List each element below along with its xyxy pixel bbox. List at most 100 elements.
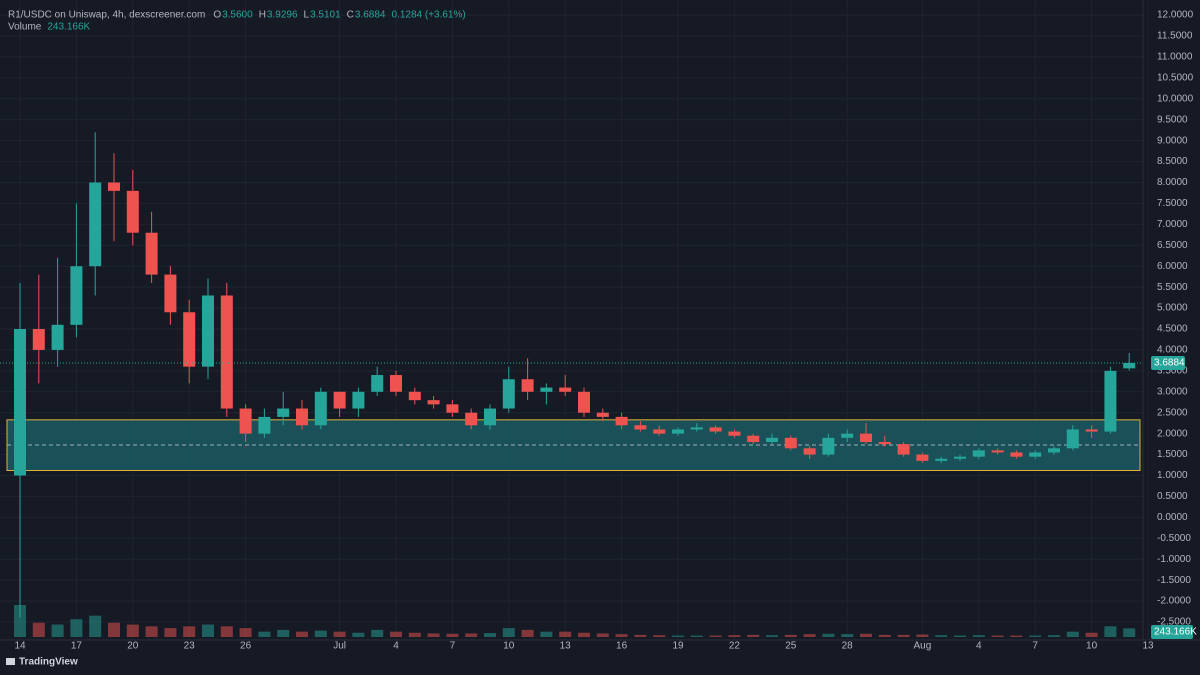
grid xyxy=(0,0,1149,640)
x-tick-label: 17 xyxy=(71,641,83,652)
x-tick-label: 19 xyxy=(672,641,684,652)
x-tick-label: 26 xyxy=(240,641,252,652)
ohlc-label: L xyxy=(304,10,310,21)
x-tick-label: Aug xyxy=(914,641,932,652)
volume-bar xyxy=(897,634,910,637)
x-tick-label: 7 xyxy=(1032,641,1038,652)
y-tick-label: 9.0000 xyxy=(1157,135,1188,146)
volume-bar xyxy=(559,631,572,637)
plot xyxy=(0,132,1143,637)
ohlc-label: C xyxy=(347,10,354,21)
candle-body xyxy=(878,442,891,445)
legend: R1/USDC on Uniswap, 4h, dexscreener.com … xyxy=(8,10,466,33)
ohlc-label: O xyxy=(213,10,221,21)
candle-body xyxy=(371,375,384,392)
volume-bar xyxy=(690,635,703,637)
y-tick-label: 6.5000 xyxy=(1157,240,1188,251)
y-tick-label: 3.5000 xyxy=(1157,365,1188,376)
x-tick-label: 13 xyxy=(560,641,572,652)
candle-body xyxy=(615,416,628,426)
candle-body xyxy=(352,391,365,409)
y-tick-label: 7.5000 xyxy=(1157,198,1188,209)
volume-bar xyxy=(427,633,440,637)
zone xyxy=(6,419,1141,471)
volume-bar xyxy=(615,634,628,637)
y-tick-label: 1.0000 xyxy=(1157,470,1188,481)
volume-bar xyxy=(1010,635,1023,637)
volume-title: Volume xyxy=(8,22,42,33)
candle-body xyxy=(427,400,440,405)
candle-body xyxy=(408,391,421,401)
x-tick-label: 25 xyxy=(785,641,797,652)
volume-bar xyxy=(841,634,854,637)
ohlc-value: 3.9296 xyxy=(267,10,298,21)
volume-bar xyxy=(371,629,384,637)
volume-bar xyxy=(220,626,233,637)
volume-bar xyxy=(89,615,102,637)
volume-bar xyxy=(314,630,327,637)
volume-bar xyxy=(296,631,308,637)
y-tick-label: -1.5000 xyxy=(1157,575,1191,586)
volume-bar xyxy=(521,629,534,637)
candle-body xyxy=(822,437,835,455)
volume-bar xyxy=(465,633,478,637)
candle-body xyxy=(784,437,797,449)
candle-body xyxy=(709,427,722,432)
candle-body xyxy=(897,444,910,455)
y-tick-label: 11.0000 xyxy=(1157,52,1193,63)
y-tick-label: 5.0000 xyxy=(1157,303,1188,314)
volume-bar xyxy=(390,631,402,637)
volume-tag-label: 243.166K xyxy=(1154,627,1197,638)
volume-bar xyxy=(916,634,929,637)
x-tick-label: 4 xyxy=(976,641,982,652)
last-price-tag xyxy=(1151,355,1185,370)
x-tick-label: 16 xyxy=(616,641,628,652)
candle-body xyxy=(333,391,346,409)
candle-body xyxy=(1010,452,1023,457)
candle-body xyxy=(559,387,572,392)
x-tick-label: 10 xyxy=(503,641,515,652)
axes: -2.5000 -2.0000 -1.5000 -1.0000 -0.5000 0.000… xyxy=(14,10,1197,652)
volume-bar xyxy=(878,634,891,637)
volume-bar xyxy=(408,632,421,637)
y-tick-label: -0.5000 xyxy=(1157,533,1191,544)
ohlc-value: 3.5101 xyxy=(310,10,341,21)
candle-body xyxy=(484,408,496,426)
ohlc-value: 3.5600 xyxy=(222,10,253,21)
volume-bar xyxy=(1029,635,1042,637)
y-tick-label: 0.0000 xyxy=(1157,512,1188,523)
candle-body xyxy=(202,295,214,367)
candle-body xyxy=(89,182,102,267)
y-tick-label: 4.0000 xyxy=(1157,345,1188,356)
candle-body xyxy=(578,391,590,413)
volume-bar xyxy=(860,633,872,637)
y-tick-label: 4.5000 xyxy=(1157,324,1188,335)
candle-body xyxy=(164,274,177,313)
volume-bar xyxy=(502,628,515,637)
candle-body xyxy=(935,458,948,461)
x-tick-label: 14 xyxy=(14,641,26,652)
candle-body xyxy=(51,324,64,350)
y-tick-label: 2.5000 xyxy=(1157,407,1188,418)
candle-body xyxy=(220,295,233,409)
brand: TradingView xyxy=(6,657,78,668)
y-tick-label: 8.0000 xyxy=(1157,177,1188,188)
candle-body xyxy=(1085,429,1098,432)
volume-bar xyxy=(653,635,666,637)
candle-body xyxy=(108,182,120,191)
volume-bar xyxy=(333,631,346,637)
candle-body xyxy=(596,412,609,417)
volume-bar xyxy=(709,635,722,637)
candle-body xyxy=(916,454,929,461)
x-tick-label: 13 xyxy=(1142,641,1154,652)
candle-body xyxy=(766,437,778,443)
candle-body xyxy=(1123,362,1136,369)
y-tick-label: 10.5000 xyxy=(1157,72,1194,83)
volume-bar xyxy=(747,634,760,637)
volume-bar xyxy=(32,622,45,637)
candle-body xyxy=(465,412,478,426)
candle-body xyxy=(634,425,647,430)
candle-body xyxy=(296,408,308,426)
volume-bar xyxy=(954,635,966,637)
volume-bar xyxy=(352,632,365,637)
